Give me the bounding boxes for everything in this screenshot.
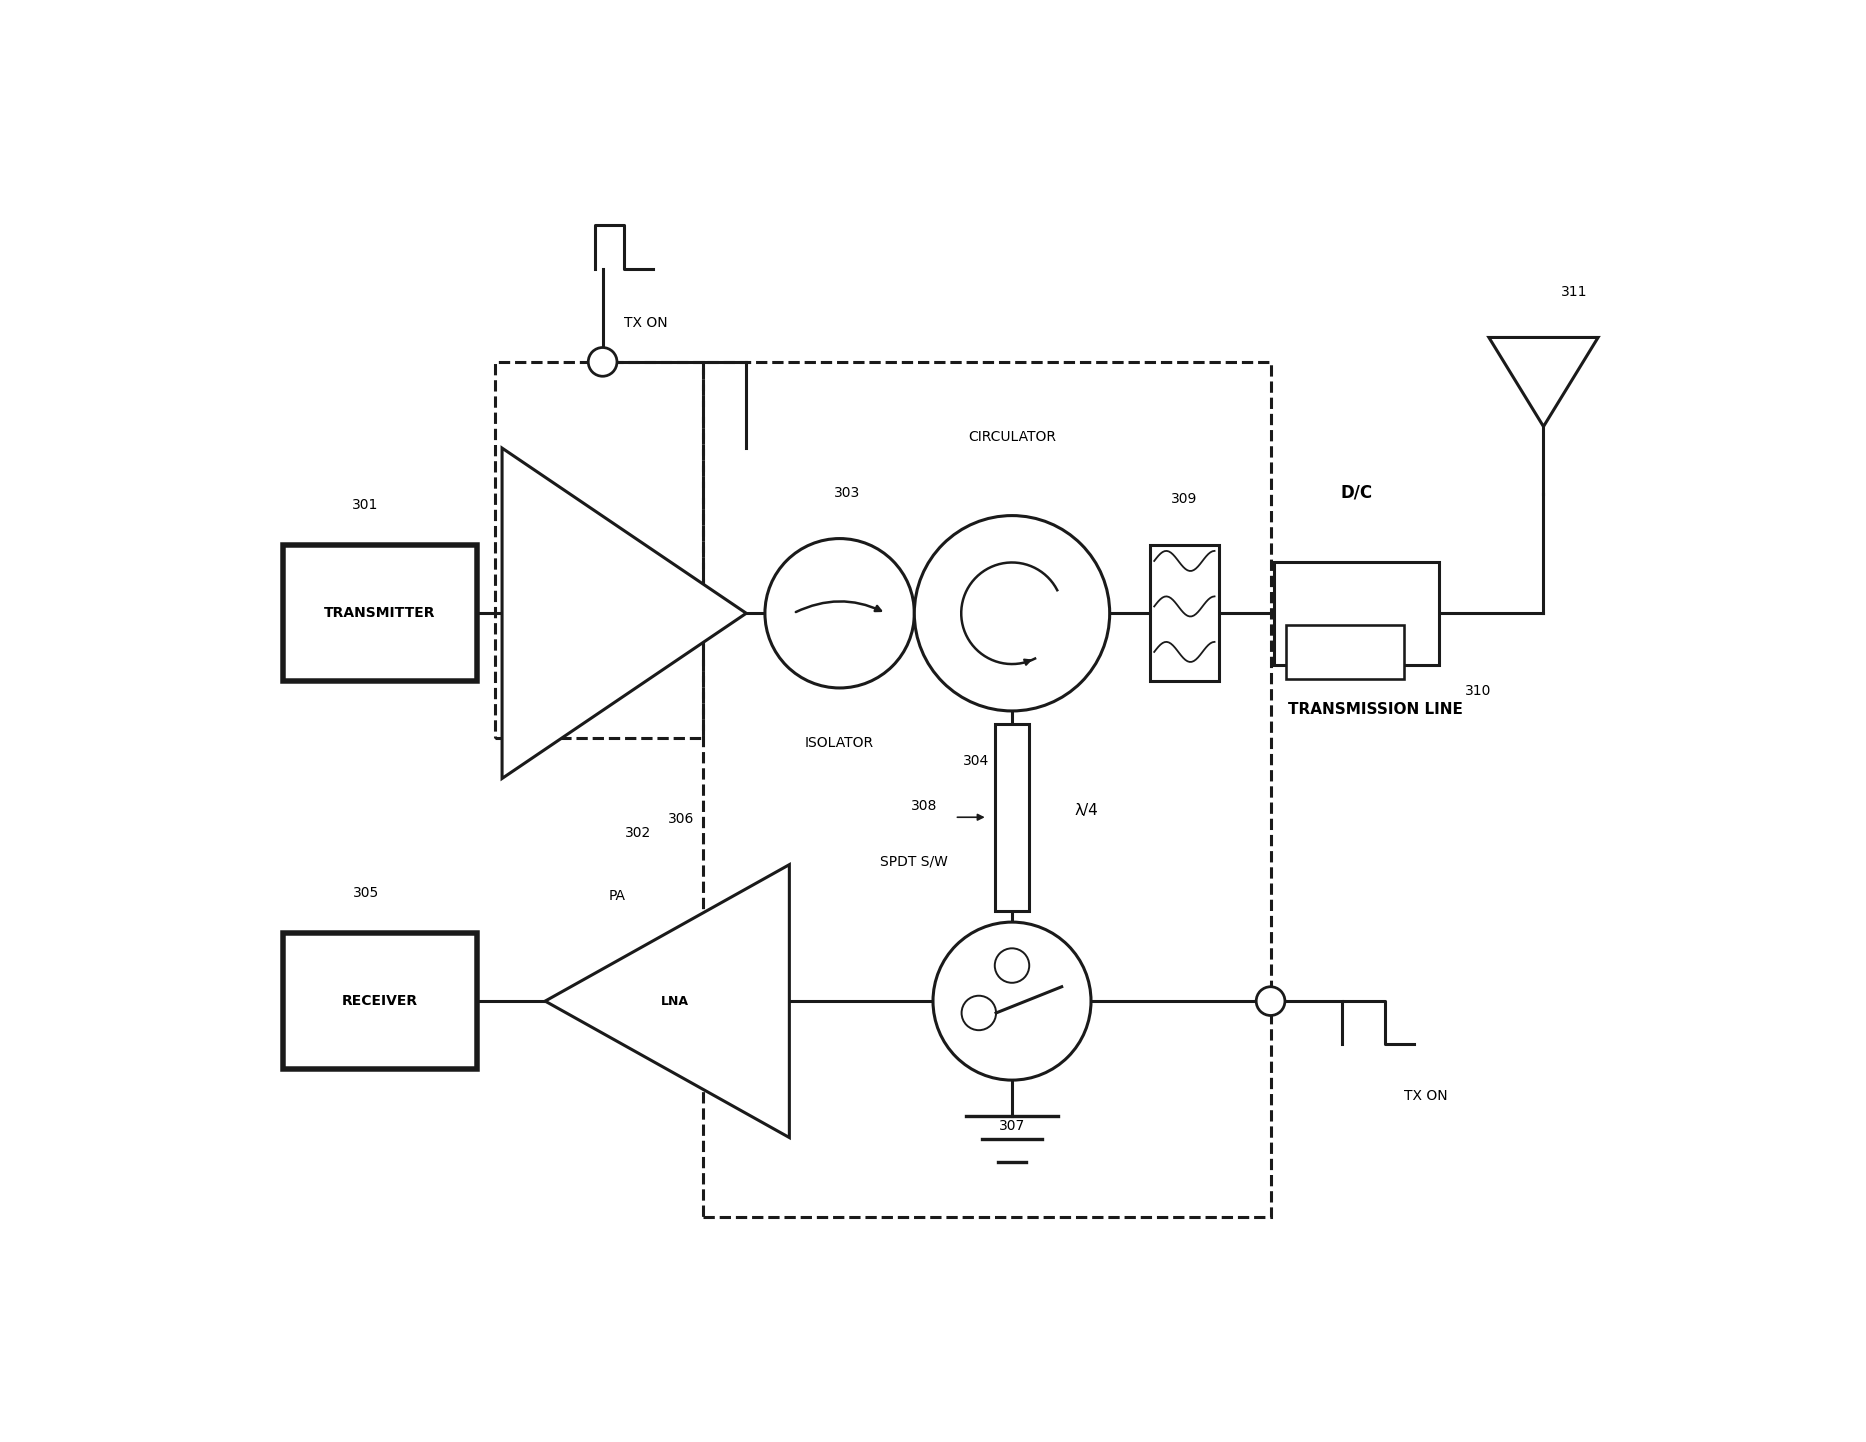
Text: 307: 307: [998, 1119, 1024, 1133]
Circle shape: [914, 516, 1110, 711]
Text: SPDT S/W: SPDT S/W: [881, 855, 948, 868]
Text: λ/4: λ/4: [1075, 803, 1099, 818]
Text: D/C: D/C: [1340, 483, 1373, 502]
Text: 306: 306: [668, 812, 694, 826]
Text: 305: 305: [353, 885, 379, 900]
Bar: [995, 724, 1030, 910]
Circle shape: [961, 996, 996, 1030]
Circle shape: [1256, 986, 1286, 1015]
Text: ISOLATOR: ISOLATOR: [804, 735, 873, 750]
Bar: [284, 545, 478, 682]
Text: 308: 308: [911, 799, 937, 813]
Text: 303: 303: [834, 486, 860, 499]
Polygon shape: [1489, 337, 1597, 427]
Bar: [1286, 624, 1403, 679]
Bar: [494, 362, 703, 738]
Text: TX ON: TX ON: [623, 316, 668, 330]
Bar: [284, 933, 478, 1070]
Circle shape: [765, 538, 914, 688]
Polygon shape: [545, 865, 789, 1138]
Text: 304: 304: [963, 754, 989, 769]
Text: RECEIVER: RECEIVER: [341, 994, 418, 1008]
Text: LNA: LNA: [661, 995, 689, 1008]
Text: 310: 310: [1465, 684, 1491, 698]
Text: 302: 302: [625, 826, 651, 841]
Text: CIRCULATOR: CIRCULATOR: [968, 430, 1056, 444]
Text: 309: 309: [1172, 492, 1198, 506]
Circle shape: [588, 348, 618, 376]
Text: 301: 301: [353, 497, 379, 512]
Circle shape: [933, 921, 1092, 1080]
Text: 311: 311: [1560, 284, 1588, 298]
Text: TX ON: TX ON: [1403, 1089, 1448, 1103]
Polygon shape: [502, 448, 746, 779]
Bar: [1274, 561, 1439, 665]
Bar: [1149, 545, 1218, 682]
Text: PA: PA: [608, 890, 625, 903]
Text: TRANSMITTER: TRANSMITTER: [325, 606, 437, 620]
Text: TRANSMISSION LINE: TRANSMISSION LINE: [1288, 702, 1463, 717]
Bar: [703, 362, 1271, 1217]
Circle shape: [995, 949, 1030, 983]
